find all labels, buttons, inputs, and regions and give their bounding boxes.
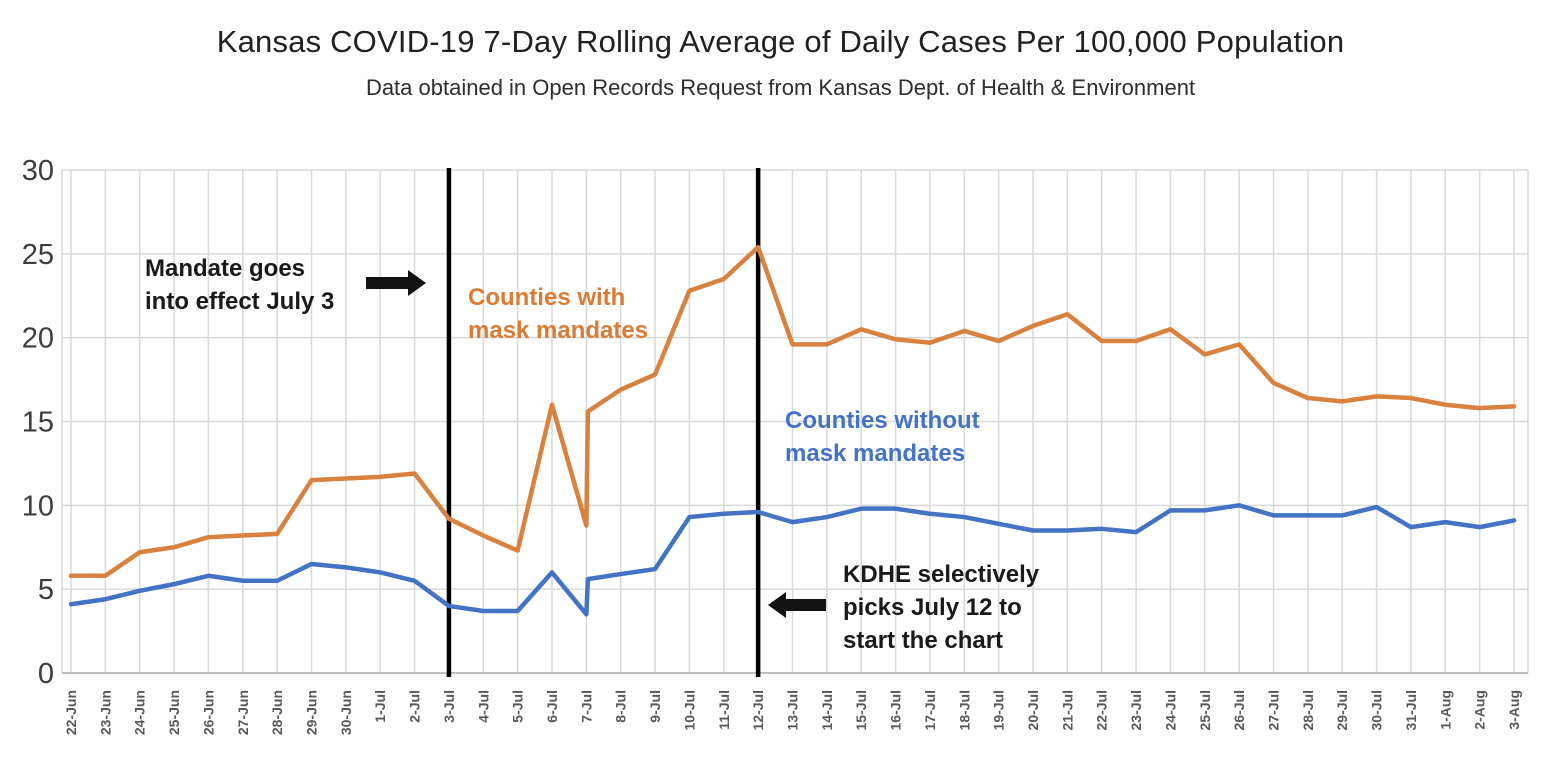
left-arrow-head [768, 592, 786, 618]
x-tick-label: 31-Jul [1403, 690, 1419, 730]
x-tick-label: 16-Jul [888, 690, 904, 730]
chart-subtitle: Data obtained in Open Records Request fr… [365, 75, 1196, 100]
left-arrow-icon [768, 592, 826, 618]
x-tick-label: 20-Jul [1025, 690, 1041, 730]
annotation-kdhe-line1: KDHE selectively [843, 561, 1040, 588]
gridlines [61, 169, 1529, 674]
x-tick-label: 9-Jul [647, 690, 663, 723]
x-tick-label: 22-Jun [63, 690, 79, 735]
series-label-without-line1: Counties without [785, 407, 980, 434]
series-label-without-line2: mask mandates [785, 440, 966, 467]
x-tick-label: 19-Jul [991, 690, 1007, 730]
x-tick-label: 25-Jul [1197, 690, 1213, 730]
series-label-without-mandates: Counties without mask mandates [785, 404, 980, 470]
series-lines [68, 244, 1517, 617]
x-tick-label: 29-Jul [1334, 690, 1350, 730]
x-tick-label: 6-Jul [544, 690, 560, 723]
x-tick-label: 29-Jun [304, 690, 320, 735]
x-tick-label: 17-Jul [922, 690, 938, 730]
chart-title: Kansas COVID-19 7-Day Rolling Average of… [216, 24, 1345, 59]
x-tick-label: 26-Jun [200, 690, 216, 735]
axis-labels: 0 5 10 15 20 25 30 22-Jun 23-Jun 24-Jun 25-Jun 26-J… [22, 155, 1522, 735]
x-tick-label: 24-Jul [1162, 690, 1178, 730]
x-tick-label: 2-Jul [407, 690, 423, 723]
annotation-kdhe: KDHE selectively picks July 12 to start … [843, 558, 1039, 657]
x-tick-label: 23-Jul [1128, 690, 1144, 730]
y-tick-label: 5 [38, 574, 54, 606]
series-label-with-line1: Counties with [468, 284, 626, 311]
right-arrow-shaft [366, 277, 408, 289]
x-tick-label: 7-Jul [578, 690, 594, 723]
x-tick-label: 18-Jul [956, 690, 972, 730]
annotation-kdhe-line2: picks July 12 to [843, 594, 1022, 621]
x-tick-label: 25-Jun [166, 690, 182, 735]
series-label-with-line2: mask mandates [468, 317, 649, 344]
x-tick-label: 21-Jul [1059, 690, 1075, 730]
line-without-mandates [68, 503, 1517, 617]
right-arrow-head [408, 270, 426, 296]
vertical-marker-lines [446, 168, 761, 677]
annotation-mandate-line1: Mandate goes [145, 255, 306, 282]
y-tick-label: 10 [22, 490, 54, 522]
x-tick-label: 27-Jul [1266, 690, 1282, 730]
x-tick-label: 4-Jul [475, 690, 491, 723]
x-tick-label: 8-Jul [613, 690, 629, 723]
x-tick-label: 11-Jul [716, 690, 732, 730]
y-tick-label: 25 [22, 239, 54, 271]
x-tick-label: 23-Jun [97, 690, 113, 735]
y-tick-label: 15 [22, 407, 54, 439]
annotation-mandate-line2: into effect July 3 [145, 288, 335, 315]
x-tick-label: 1-Aug [1437, 690, 1453, 730]
x-tick-label: 14-Jul [819, 690, 835, 730]
y-tick-label: 20 [22, 323, 54, 355]
x-tick-label: 5-Jul [510, 690, 526, 723]
x-tick-label: 3-Aug [1506, 690, 1522, 730]
x-tick-label: 28-Jul [1300, 690, 1316, 730]
left-arrow-shaft [786, 599, 826, 611]
line-with-mandates [68, 244, 1517, 579]
series-label-with-mandates: Counties with mask mandates [468, 281, 648, 347]
x-tick-label: 13-Jul [785, 690, 801, 730]
x-tick-label: 30-Jul [1369, 690, 1385, 730]
x-tick-label: 3-Jul [441, 690, 457, 723]
x-tick-label: 12-Jul [750, 690, 766, 730]
x-tick-label: 10-Jul [681, 690, 697, 730]
x-tick-label: 22-Jul [1094, 690, 1110, 730]
x-tick-label: 24-Jun [132, 690, 148, 735]
x-tick-label: 26-Jul [1231, 690, 1247, 730]
annotation-kdhe-line3: start the chart [843, 627, 1004, 654]
x-tick-label: 30-Jun [338, 690, 354, 735]
x-tick-label: 2-Aug [1472, 690, 1488, 730]
x-tick-label: 27-Jun [235, 690, 251, 735]
x-tick-label: 15-Jul [853, 690, 869, 730]
right-arrow-icon [366, 270, 426, 296]
y-tick-label: 0 [38, 658, 54, 690]
x-tick-label: 28-Jun [269, 690, 285, 735]
x-tick-label: 1-Jul [372, 690, 388, 723]
y-tick-label: 30 [22, 155, 54, 187]
annotation-mandate: Mandate goes into effect July 3 [145, 252, 334, 318]
